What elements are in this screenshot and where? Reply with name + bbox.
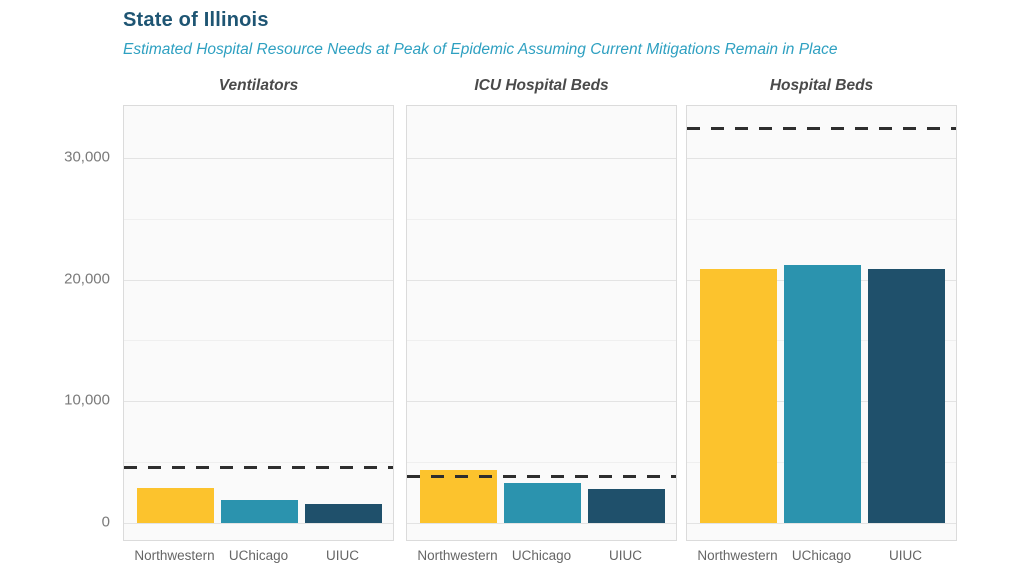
x-tick-label: UChicago [228, 548, 289, 563]
gridline [124, 401, 393, 403]
x-tick-label: UChicago [791, 548, 852, 563]
y-tick-label: 10,000 [64, 391, 110, 409]
gridline [407, 279, 676, 281]
facet-title: Hospital Beds [769, 77, 874, 94]
bar-northwestern [700, 268, 777, 523]
chart-title: State of Illinois [123, 9, 269, 31]
x-tick-label: UIUC [889, 548, 922, 563]
facet-panel [123, 105, 394, 541]
gridline [407, 340, 676, 342]
bar-uiuc [588, 488, 665, 523]
y-tick-label: 20,000 [64, 270, 110, 288]
facet-panel [686, 105, 957, 541]
capacity-dashed-line [124, 466, 393, 470]
bar-uchicago [504, 483, 581, 523]
gridline [124, 158, 393, 159]
x-tick-label: UIUC [326, 548, 359, 563]
gridline [124, 461, 393, 463]
capacity-dashed-line [687, 127, 956, 131]
bar-uchicago [784, 264, 861, 523]
gridline [124, 340, 393, 342]
bar-uchicago [221, 500, 298, 523]
chart-subtitle: Estimated Hospital Resource Needs at Pea… [123, 41, 838, 58]
gridline [687, 158, 956, 159]
y-axis: 0 10,000 20,000 30,000 [0, 105, 115, 541]
gridline [124, 279, 393, 281]
y-tick-label: 0 [101, 513, 110, 531]
x-tick-label: Northwestern [697, 548, 778, 563]
gridline [407, 218, 676, 220]
y-tick-label: 30,000 [64, 148, 110, 166]
gridline [407, 461, 676, 463]
gridline [124, 218, 393, 220]
facet-title: Ventilators [218, 77, 299, 94]
bar-northwestern [137, 487, 214, 523]
gridline [124, 522, 393, 524]
x-tick-label: Northwestern [134, 548, 215, 563]
gridline [407, 522, 676, 524]
gridline [407, 158, 676, 159]
x-tick-label: UIUC [609, 548, 642, 563]
x-tick-label: UChicago [511, 548, 572, 563]
gridline [407, 401, 676, 403]
bar-uiuc [305, 503, 382, 523]
x-tick-label: Northwestern [417, 548, 498, 563]
bar-uiuc [868, 269, 945, 523]
gridline [687, 522, 956, 524]
facet-panel [406, 105, 677, 541]
capacity-dashed-line [407, 475, 676, 479]
bar-northwestern [420, 469, 497, 523]
gridline [687, 218, 956, 220]
facet-title: ICU Hospital Beds [474, 77, 609, 94]
